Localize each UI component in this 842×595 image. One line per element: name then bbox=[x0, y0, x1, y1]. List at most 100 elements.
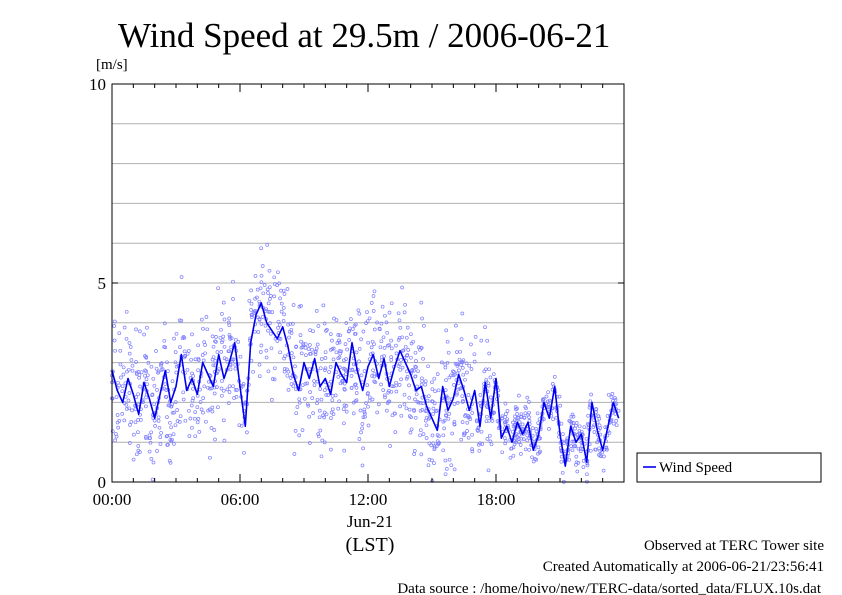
scatter-point bbox=[189, 357, 193, 362]
scatter-point bbox=[384, 408, 389, 413]
scatter-point bbox=[402, 310, 407, 315]
scatter-point bbox=[473, 335, 478, 339]
scatter-point bbox=[272, 377, 277, 382]
scatter-point bbox=[259, 273, 264, 278]
scatter-point bbox=[547, 398, 552, 403]
scatter-point bbox=[187, 434, 192, 438]
scatter-point bbox=[418, 428, 423, 433]
scatter-point bbox=[196, 417, 201, 421]
scatter-point bbox=[361, 329, 366, 334]
scatter-point bbox=[571, 444, 576, 449]
scatter-point bbox=[282, 292, 287, 296]
scatter-point bbox=[134, 327, 138, 332]
scatter-point bbox=[285, 373, 290, 378]
scatter-point bbox=[241, 383, 245, 388]
scatter-point bbox=[220, 379, 224, 383]
scatter-point bbox=[305, 381, 310, 386]
scatter-point bbox=[464, 361, 469, 366]
scatter-point bbox=[173, 423, 178, 428]
scatter-point bbox=[173, 400, 178, 404]
scatter-point bbox=[128, 423, 132, 427]
scatter-point bbox=[212, 391, 217, 396]
scatter-point bbox=[390, 384, 395, 389]
scatter-point bbox=[512, 418, 517, 423]
scatter-point bbox=[148, 440, 153, 445]
x-axis-unit-label: (LST) bbox=[346, 534, 395, 556]
scatter-point bbox=[318, 387, 323, 391]
scatter-point bbox=[480, 442, 485, 446]
scatter-point bbox=[317, 415, 322, 420]
scatter-point bbox=[400, 349, 405, 353]
scatter-point bbox=[333, 393, 338, 398]
scatter-point bbox=[302, 396, 307, 401]
scatter-point bbox=[112, 338, 117, 343]
scatter-point bbox=[403, 302, 407, 307]
scatter-point bbox=[413, 415, 418, 420]
scatter-point bbox=[147, 433, 152, 438]
scatter-point bbox=[503, 415, 507, 419]
scatter-point bbox=[396, 338, 401, 342]
scatter-point bbox=[300, 428, 305, 432]
scatter-point bbox=[469, 342, 473, 347]
scatter-point bbox=[117, 331, 122, 336]
scatter-point bbox=[517, 393, 521, 398]
scatter-point bbox=[379, 321, 384, 326]
scatter-point bbox=[260, 264, 265, 268]
scatter-point bbox=[117, 383, 122, 388]
scatter-point bbox=[387, 399, 392, 404]
scatter-point bbox=[316, 432, 321, 436]
scatter-point bbox=[268, 294, 273, 298]
scatter-point bbox=[569, 444, 574, 448]
scatter-point bbox=[370, 374, 374, 378]
scatter-point bbox=[393, 411, 397, 416]
scatter-point bbox=[245, 430, 249, 435]
scatter-point bbox=[484, 378, 489, 382]
scatter-point bbox=[519, 452, 523, 456]
scatter-point bbox=[315, 342, 320, 347]
scatter-point bbox=[253, 274, 258, 278]
scatter-point bbox=[578, 447, 583, 451]
scatter-point bbox=[278, 350, 282, 355]
scatter-point bbox=[576, 461, 581, 465]
scatter-point bbox=[376, 402, 381, 407]
scatter-point bbox=[227, 390, 232, 394]
scatter-point bbox=[125, 369, 129, 374]
scatter-point bbox=[326, 393, 331, 397]
scatter-point bbox=[198, 400, 203, 404]
scatter-point bbox=[360, 422, 365, 426]
scatter-point bbox=[167, 458, 172, 463]
scatter-point bbox=[369, 301, 374, 305]
scatter-point bbox=[421, 401, 426, 406]
scatter-point bbox=[430, 458, 434, 463]
scatter-point bbox=[162, 338, 167, 343]
scatter-point bbox=[485, 338, 490, 343]
scatter-point bbox=[412, 452, 416, 456]
scatter-point bbox=[314, 309, 319, 313]
scatter-point bbox=[398, 367, 403, 372]
scatter-point bbox=[314, 346, 319, 351]
scatter-point bbox=[315, 397, 320, 402]
scatter-point bbox=[163, 382, 168, 386]
scatter-point bbox=[381, 388, 386, 392]
scatter-point bbox=[282, 369, 287, 374]
scatter-point bbox=[429, 443, 434, 448]
scatter-point bbox=[389, 355, 394, 359]
scatter-point bbox=[159, 361, 164, 365]
scatter-point bbox=[422, 323, 426, 328]
scatter-point bbox=[431, 412, 436, 416]
scatter-point bbox=[505, 409, 510, 413]
scatter-point bbox=[173, 360, 178, 365]
scatter-point bbox=[574, 462, 578, 467]
scatter-point bbox=[567, 457, 571, 462]
y-tick-label: 5 bbox=[98, 274, 107, 293]
scatter-point bbox=[367, 395, 372, 400]
scatter-point bbox=[153, 424, 157, 428]
scatter-point bbox=[454, 392, 459, 397]
scatter-point bbox=[371, 309, 376, 313]
scatter-point bbox=[500, 450, 505, 455]
scatter-point bbox=[399, 377, 403, 382]
scatter-point bbox=[616, 408, 621, 413]
scatter-point bbox=[367, 398, 372, 403]
scatter-point bbox=[410, 368, 415, 372]
scatter-point bbox=[342, 387, 347, 391]
